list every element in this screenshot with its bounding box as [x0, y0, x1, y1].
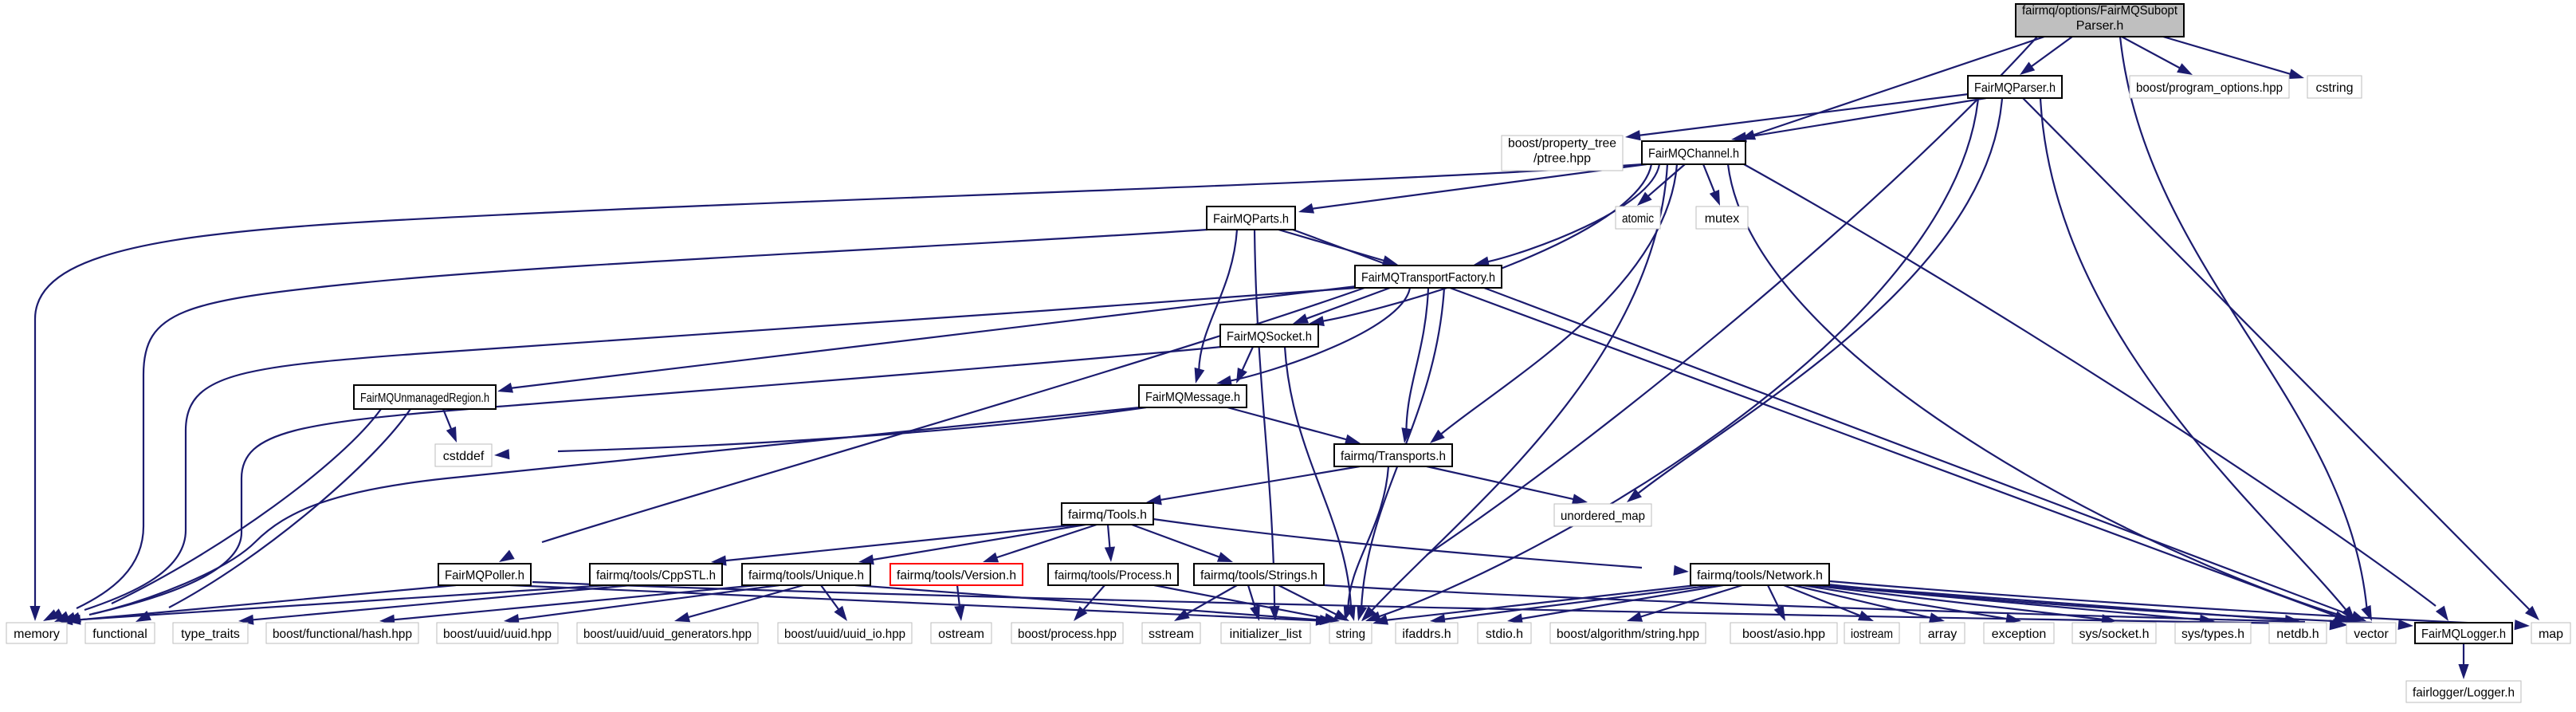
- svg-text:FairMQParts.h: FairMQParts.h: [1213, 212, 1289, 226]
- svg-text:FairMQSocket.h: FairMQSocket.h: [1227, 330, 1312, 344]
- svg-text:fairmq/tools/CppSTL.h: fairmq/tools/CppSTL.h: [596, 568, 716, 582]
- svg-text:fairmq/tools/Unique.h: fairmq/tools/Unique.h: [748, 568, 864, 582]
- svg-text:FairMQParser.h: FairMQParser.h: [1974, 81, 2056, 95]
- svg-text:ifaddrs.h: ifaddrs.h: [1402, 627, 1451, 641]
- svg-text:FairMQTransportFactory.h: FairMQTransportFactory.h: [1361, 271, 1495, 285]
- svg-text:map: map: [2539, 627, 2563, 641]
- svg-text:boost/uuid/uuid_io.hpp: boost/uuid/uuid_io.hpp: [784, 627, 905, 641]
- svg-text:fairmq/tools/Network.h: fairmq/tools/Network.h: [1697, 568, 1823, 582]
- svg-text:fairmq/options/FairMQSubopt: fairmq/options/FairMQSubopt: [2022, 4, 2178, 18]
- svg-text:string: string: [1336, 627, 1365, 641]
- svg-text:stdio.h: stdio.h: [1486, 627, 1523, 641]
- svg-text:fairmq/tools/Strings.h: fairmq/tools/Strings.h: [1200, 568, 1317, 582]
- svg-text:boost/property_tree: boost/property_tree: [1508, 137, 1616, 151]
- svg-text:sys/types.h: sys/types.h: [2181, 627, 2244, 641]
- svg-text:fairmq/Tools.h: fairmq/Tools.h: [1068, 508, 1147, 521]
- svg-text:sstream: sstream: [1149, 627, 1194, 641]
- svg-text:fairlogger/Logger.h: fairlogger/Logger.h: [2413, 686, 2515, 699]
- svg-text:FairMQPoller.h: FairMQPoller.h: [445, 568, 524, 582]
- svg-text:boost/uuid/uuid_generators.hpp: boost/uuid/uuid_generators.hpp: [583, 627, 752, 641]
- svg-text:boost/program_options.hpp: boost/program_options.hpp: [2136, 81, 2283, 95]
- svg-text:mutex: mutex: [1705, 212, 1740, 226]
- svg-text:exception: exception: [1992, 627, 2047, 641]
- svg-text:sys/socket.h: sys/socket.h: [2079, 627, 2149, 641]
- svg-text:FairMQMessage.h: FairMQMessage.h: [1145, 391, 1240, 404]
- svg-text:ostream: ostream: [938, 627, 984, 641]
- svg-text:cstring: cstring: [2315, 81, 2353, 95]
- svg-text:type_traits: type_traits: [181, 627, 240, 641]
- svg-text:/ptree.hpp: /ptree.hpp: [1533, 152, 1591, 166]
- svg-text:boost/functional/hash.hpp: boost/functional/hash.hpp: [273, 627, 412, 641]
- svg-text:vector: vector: [2354, 627, 2389, 641]
- svg-text:netdb.h: netdb.h: [2276, 627, 2319, 641]
- svg-text:fairmq/tools/Version.h: fairmq/tools/Version.h: [897, 568, 1016, 582]
- svg-text:boost/algorithm/string.hpp: boost/algorithm/string.hpp: [1557, 627, 1699, 641]
- svg-text:memory: memory: [14, 627, 60, 641]
- svg-text:FairMQLogger.h: FairMQLogger.h: [2421, 627, 2506, 641]
- svg-text:Parser.h: Parser.h: [2076, 19, 2124, 33]
- svg-text:array: array: [1928, 627, 1957, 641]
- svg-text:unordered_map: unordered_map: [1561, 509, 1645, 523]
- svg-text:cstddef: cstddef: [443, 450, 485, 463]
- svg-text:FairMQChannel.h: FairMQChannel.h: [1648, 147, 1739, 160]
- svg-text:functional: functional: [92, 627, 147, 641]
- svg-text:boost/uuid/uuid.hpp: boost/uuid/uuid.hpp: [443, 627, 552, 641]
- svg-text:FairMQUnmanagedRegion.h: FairMQUnmanagedRegion.h: [360, 391, 489, 405]
- svg-text:fairmq/Transports.h: fairmq/Transports.h: [1341, 450, 1446, 463]
- svg-text:initializer_list: initializer_list: [1230, 627, 1302, 641]
- svg-text:boost/process.hpp: boost/process.hpp: [1018, 627, 1117, 641]
- svg-text:atomic: atomic: [1622, 212, 1654, 226]
- svg-text:iostream: iostream: [1851, 627, 1893, 641]
- svg-text:boost/asio.hpp: boost/asio.hpp: [1742, 627, 1825, 641]
- svg-text:fairmq/tools/Process.h: fairmq/tools/Process.h: [1054, 568, 1172, 582]
